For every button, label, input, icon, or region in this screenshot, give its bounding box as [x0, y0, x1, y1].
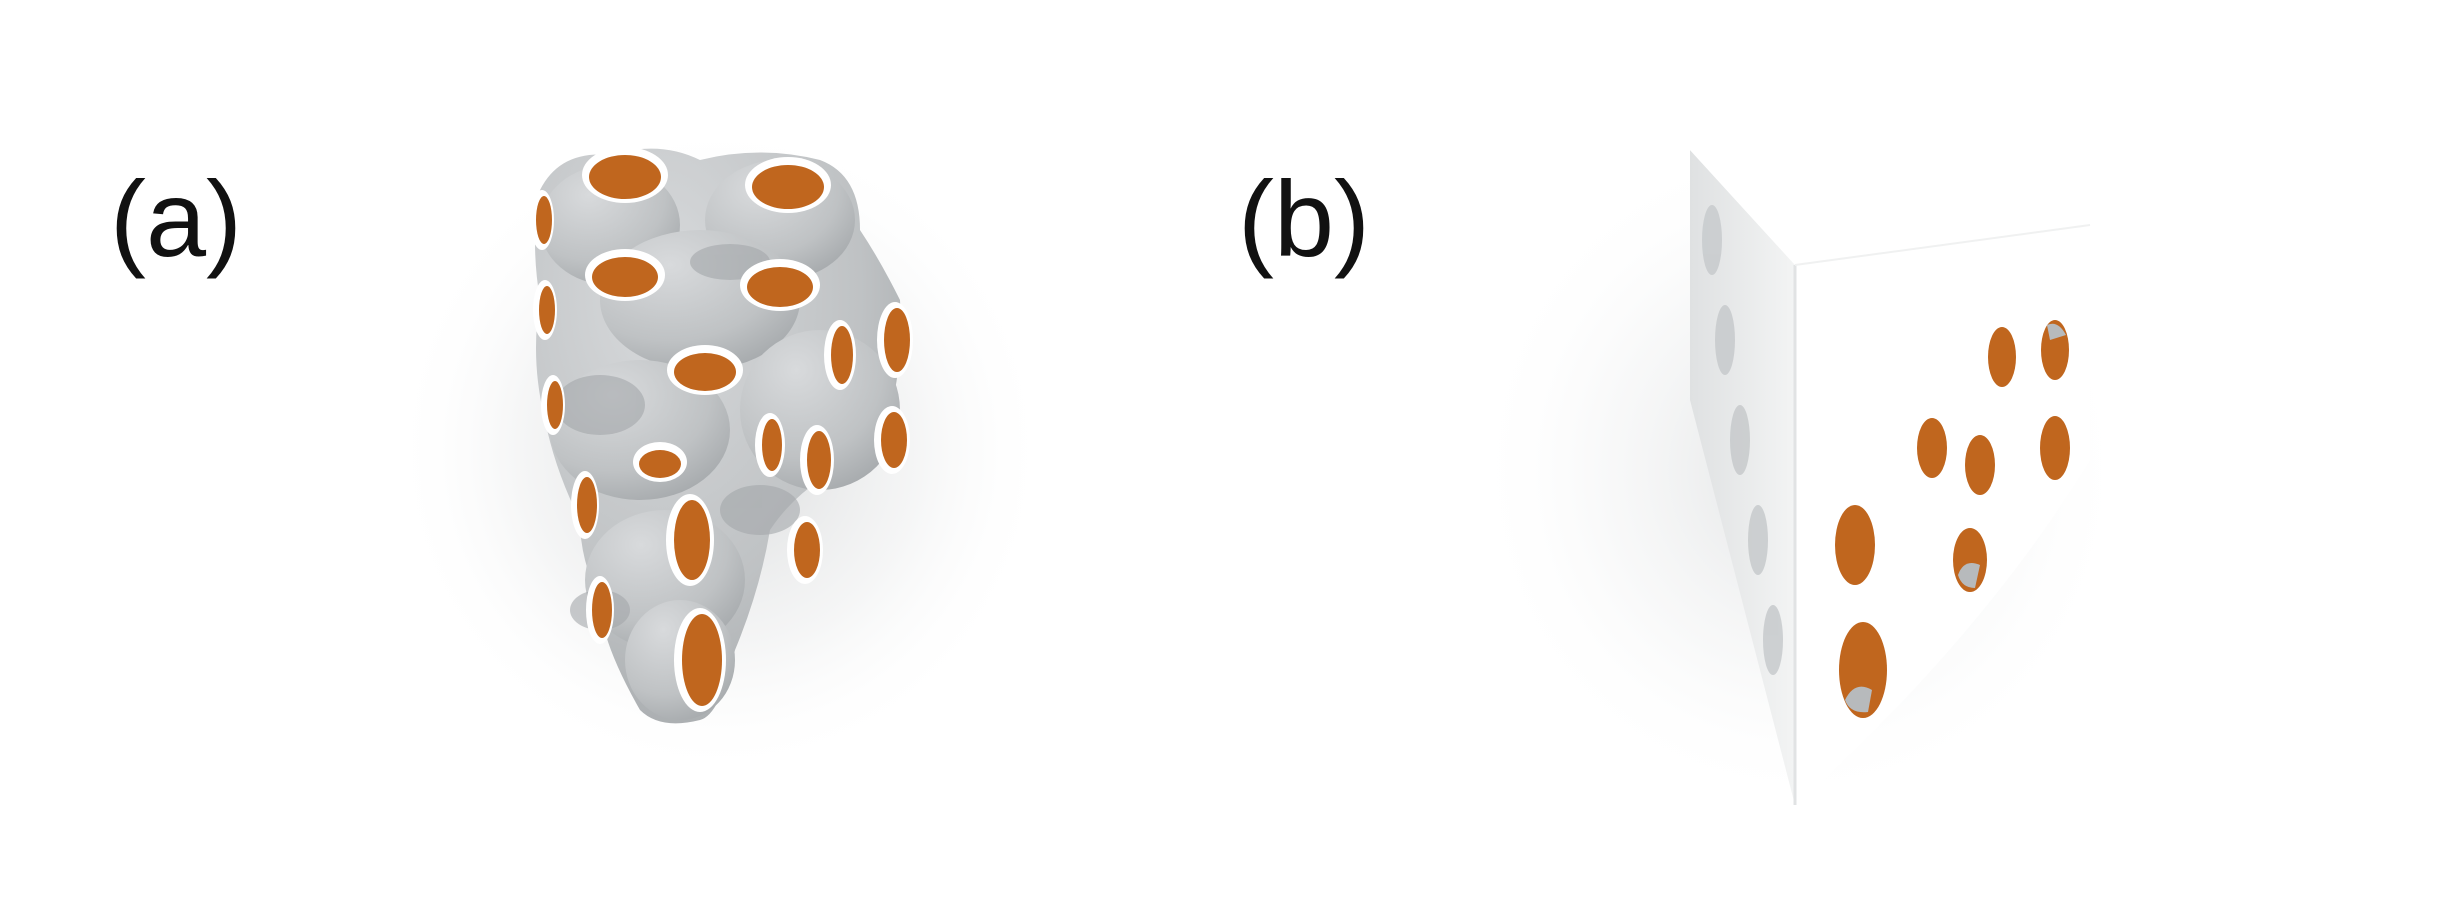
- panel-b-label: (b): [1238, 158, 1370, 279]
- cheese-wedge-icon: [1470, 125, 2130, 810]
- panel-a-label: (a): [110, 158, 242, 279]
- gyroid-lattice-block-icon: [390, 120, 1050, 780]
- lattice-openings: [530, 147, 913, 712]
